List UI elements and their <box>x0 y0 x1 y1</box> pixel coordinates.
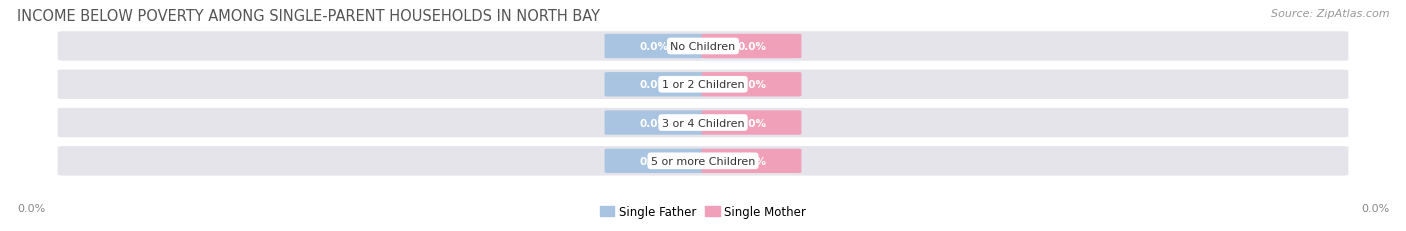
Text: 0.0%: 0.0% <box>1361 203 1389 213</box>
Text: 0.0%: 0.0% <box>640 42 669 52</box>
FancyBboxPatch shape <box>58 32 1348 61</box>
Text: 0.0%: 0.0% <box>17 203 45 213</box>
Text: 0.0%: 0.0% <box>737 156 766 166</box>
Text: INCOME BELOW POVERTY AMONG SINGLE-PARENT HOUSEHOLDS IN NORTH BAY: INCOME BELOW POVERTY AMONG SINGLE-PARENT… <box>17 9 600 24</box>
Text: 1 or 2 Children: 1 or 2 Children <box>662 80 744 90</box>
FancyBboxPatch shape <box>702 73 801 97</box>
Legend: Single Father, Single Mother: Single Father, Single Mother <box>595 201 811 223</box>
Text: Source: ZipAtlas.com: Source: ZipAtlas.com <box>1271 9 1389 19</box>
FancyBboxPatch shape <box>702 35 801 59</box>
Text: 0.0%: 0.0% <box>737 80 766 90</box>
Text: No Children: No Children <box>671 42 735 52</box>
FancyBboxPatch shape <box>605 149 704 173</box>
FancyBboxPatch shape <box>702 149 801 173</box>
FancyBboxPatch shape <box>605 73 704 97</box>
FancyBboxPatch shape <box>58 70 1348 100</box>
FancyBboxPatch shape <box>702 111 801 135</box>
Text: 5 or more Children: 5 or more Children <box>651 156 755 166</box>
Text: 0.0%: 0.0% <box>640 118 669 128</box>
FancyBboxPatch shape <box>605 111 704 135</box>
FancyBboxPatch shape <box>605 35 704 59</box>
Text: 0.0%: 0.0% <box>737 42 766 52</box>
Text: 0.0%: 0.0% <box>737 118 766 128</box>
FancyBboxPatch shape <box>58 146 1348 176</box>
FancyBboxPatch shape <box>58 108 1348 138</box>
Text: 0.0%: 0.0% <box>640 80 669 90</box>
Text: 0.0%: 0.0% <box>640 156 669 166</box>
Text: 3 or 4 Children: 3 or 4 Children <box>662 118 744 128</box>
